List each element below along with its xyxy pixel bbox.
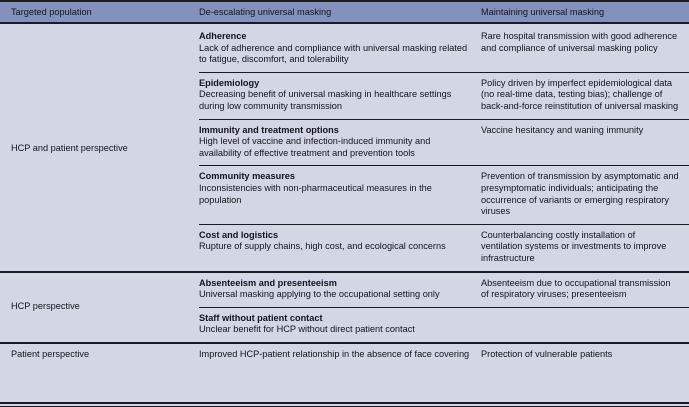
row-title: Epidemiology	[199, 77, 260, 88]
row-body: Counterbalancing costly installation of …	[481, 229, 667, 263]
table-section-hcp: HCP perspective Absenteeism and presente…	[0, 270, 689, 342]
row-title: Adherence	[199, 31, 247, 41]
table-section-patient: Patient perspective Improved HCP-patient…	[0, 341, 689, 367]
row-body: Vaccine hesitancy and waning immunity	[481, 124, 644, 135]
cell-maintaining	[481, 308, 689, 320]
table-body: HCP and patient perspective Adherence La…	[0, 26, 689, 402]
row-body: Rare hospital transmission with good adh…	[481, 31, 678, 53]
cell-maintaining: Protection of vulnerable patients	[481, 344, 689, 367]
row-body: Prevention of transmission by asymptomat…	[481, 171, 679, 217]
cell-maintaining: Counterbalancing costly installation of …	[481, 225, 689, 271]
table-section-hcp-and-patient: HCP and patient perspective Adherence La…	[0, 26, 689, 271]
cell-de-escalating: Immunity and treatment options High leve…	[199, 120, 481, 166]
table-header-row: Targeted population De-escalating univer…	[0, 2, 689, 24]
section-label: Patient perspective	[11, 349, 90, 360]
column-header-de-escalating: De-escalating universal masking	[199, 7, 332, 17]
row-title: Community measures	[199, 171, 295, 182]
row-body: Rupture of supply chains, high cost, and…	[199, 241, 446, 252]
section-rows: Absenteeism and presenteeism Universal m…	[199, 273, 689, 342]
section-label: HCP perspective	[11, 301, 80, 312]
table-row: Epidemiology Decreasing benefit of unive…	[199, 71, 689, 119]
row-title: Absenteeism and presenteeism	[199, 277, 337, 288]
table-row: Adherence Lack of adherence and complian…	[199, 26, 689, 72]
row-body: Universal masking applying to the occupa…	[199, 289, 440, 300]
row-body: High level of vaccine and infection-indu…	[199, 136, 431, 158]
table-row: Staff without patient contact Unclear be…	[199, 306, 689, 342]
cell-de-escalating: Adherence Lack of adherence and complian…	[199, 26, 481, 72]
table-top-rule	[0, 0, 689, 2]
section-rows: Adherence Lack of adherence and complian…	[199, 26, 689, 271]
row-title: Immunity and treatment options	[199, 124, 339, 135]
section-rows: Improved HCP-patient relationship in the…	[199, 344, 689, 367]
row-body: Lack of adherence and compliance with un…	[199, 42, 468, 65]
cell-maintaining: Vaccine hesitancy and waning immunity	[481, 120, 689, 143]
row-body: Inconsistencies with non-pharmaceutical …	[199, 182, 432, 205]
row-body: Decreasing benefit of universal masking …	[199, 89, 452, 111]
cell-maintaining: Absenteeism due to occupational transmis…	[481, 273, 689, 307]
section-label-cell: HCP perspective	[0, 273, 199, 342]
cell-de-escalating: Cost and logistics Rupture of supply cha…	[199, 225, 481, 259]
row-title: Staff without patient contact	[199, 312, 323, 323]
row-body: Policy driven by imperfect epidemiologic…	[481, 77, 679, 111]
cell-de-escalating: Improved HCP-patient relationship in the…	[199, 344, 481, 367]
row-body: Protection of vulnerable patients	[481, 348, 613, 359]
row-body: Unclear benefit for HCP without direct p…	[199, 324, 415, 335]
section-label: HCP and patient perspective	[11, 142, 128, 153]
table-row: Improved HCP-patient relationship in the…	[199, 344, 689, 367]
table-row: Cost and logistics Rupture of supply cha…	[199, 223, 689, 271]
cell-de-escalating: Epidemiology Decreasing benefit of unive…	[199, 73, 481, 119]
row-body: Improved HCP-patient relationship in the…	[199, 348, 470, 359]
cell-de-escalating: Community measures Inconsistencies with …	[199, 166, 481, 212]
section-label-cell: Patient perspective	[0, 344, 199, 367]
table-row: Absenteeism and presenteeism Universal m…	[199, 273, 689, 307]
column-header-targeted-population: Targeted population	[11, 7, 92, 17]
table-row: Community measures Inconsistencies with …	[199, 165, 689, 223]
cell-de-escalating: Staff without patient contact Unclear be…	[199, 308, 481, 342]
cell-maintaining: Policy driven by imperfect epidemiologic…	[481, 73, 689, 119]
cell-de-escalating: Absenteeism and presenteeism Universal m…	[199, 273, 481, 307]
column-header-maintaining: Maintaining universal masking	[481, 7, 605, 17]
row-title: Cost and logistics	[199, 229, 279, 240]
row-body: Absenteeism due to occupational transmis…	[481, 277, 671, 300]
section-label-cell: HCP and patient perspective	[0, 26, 199, 271]
table-row: Immunity and treatment options High leve…	[199, 118, 689, 166]
cell-maintaining: Rare hospital transmission with good adh…	[481, 26, 689, 60]
table-bottom-rule-outer	[0, 402, 689, 404]
cell-maintaining: Prevention of transmission by asymptomat…	[481, 166, 689, 223]
